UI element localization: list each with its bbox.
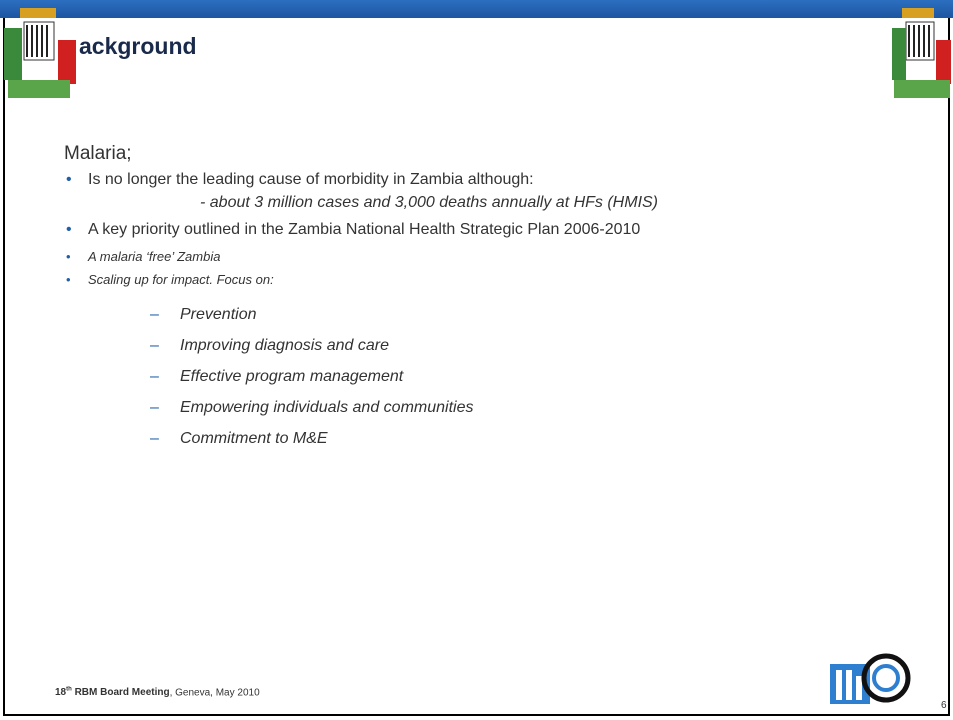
emblem-right: [892, 8, 951, 98]
footer-rest: , Geneva, May 2010: [169, 687, 260, 699]
focus-item: Effective program management: [180, 368, 404, 385]
bullet: Scaling up for impact. Focus on:: [88, 272, 274, 287]
dash: –: [150, 337, 159, 354]
dash: –: [150, 368, 159, 385]
bullet-dot: •: [66, 249, 71, 264]
top-bar: [0, 0, 953, 18]
title: ackground: [79, 33, 197, 59]
focus-item: Commitment to M&E: [180, 430, 328, 447]
dash: –: [150, 399, 159, 416]
focus-item: Improving diagnosis and care: [180, 337, 390, 354]
rbm-logo: [830, 653, 911, 704]
bullet: A malaria ‘free’ Zambia: [88, 249, 221, 264]
frame-right: [948, 18, 950, 716]
dash: –: [150, 306, 159, 323]
emblem-left: [4, 8, 76, 98]
focus-item: Prevention: [180, 306, 257, 323]
footer: 18th RBM Board Meeting, Geneva, May 2010: [55, 687, 260, 698]
frame-bottom: [3, 714, 950, 716]
frame-left: [3, 18, 5, 716]
bullet-dot: •: [66, 171, 72, 188]
bullet-dot: •: [66, 221, 72, 238]
bullet-dot: •: [66, 272, 71, 287]
sub-note: - about 3 million cases and 3,000 deaths…: [200, 194, 659, 211]
intro: Malaria;: [64, 143, 132, 164]
footer-number: 18: [55, 687, 67, 699]
dash: –: [150, 430, 159, 447]
footer-ordinal: th: [66, 687, 72, 693]
focus-item: Empowering individuals and communities: [180, 399, 474, 416]
bullet: A key priority outlined in the Zambia Na…: [88, 221, 641, 238]
bullet: Is no longer the leading cause of morbid…: [88, 171, 534, 188]
footer-meeting: RBM Board Meeting: [74, 687, 170, 699]
page-number: 6: [941, 700, 947, 711]
